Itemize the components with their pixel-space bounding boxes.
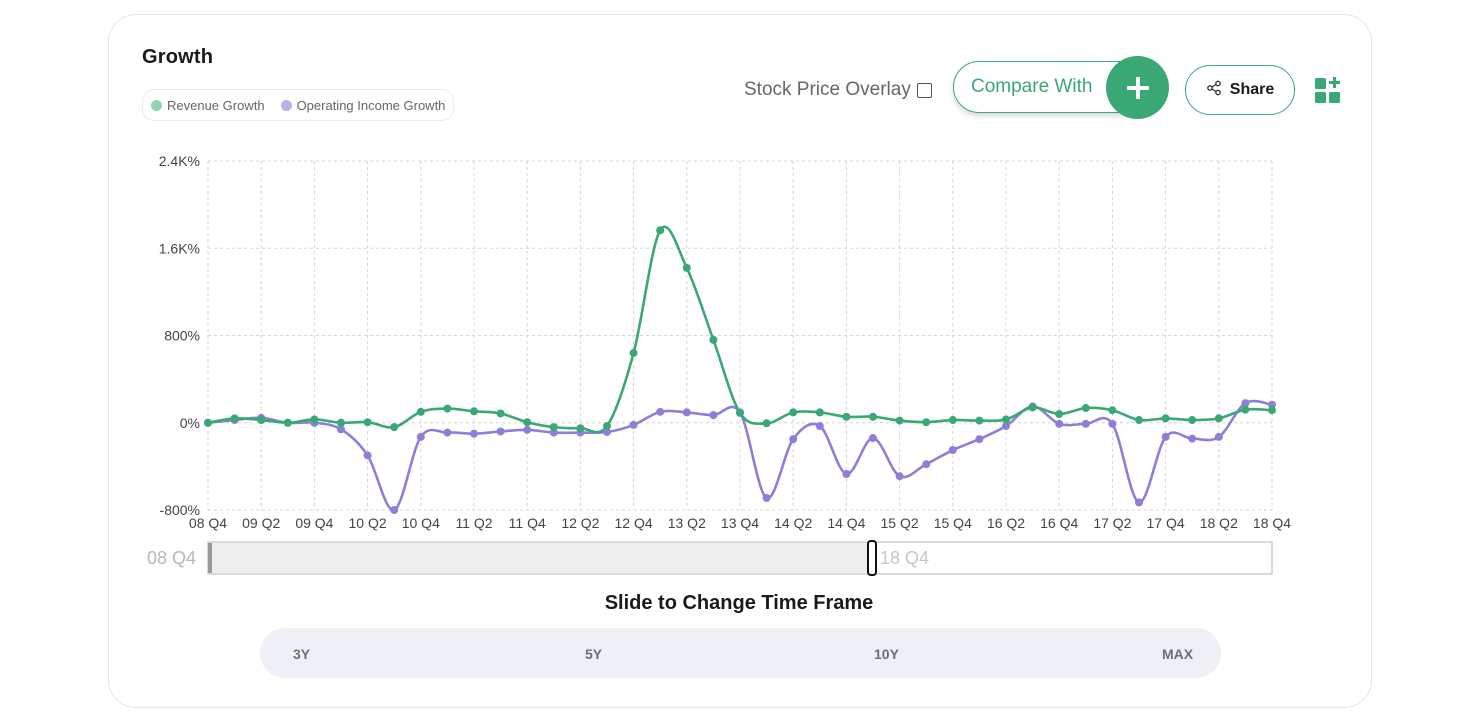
plus-icon[interactable]: [1106, 56, 1169, 119]
stock-price-overlay-checkbox[interactable]: [916, 82, 932, 98]
share-label: Share: [1229, 81, 1275, 98]
stock-price-overlay-toggle[interactable]: Stock Price Overlay: [744, 79, 932, 101]
slider-caption: Slide to Change Time Frame: [604, 592, 874, 614]
slider-left-handle: [208, 543, 212, 573]
slider-selected-range: [210, 543, 872, 573]
range-selector: [260, 628, 1221, 678]
range-button-5y[interactable]: 5Y: [585, 646, 603, 662]
slider-end-label: 18 Q4: [880, 548, 929, 568]
slider-right-handle: [867, 540, 877, 576]
compare-with-label: Compare With: [971, 76, 1093, 97]
legend-label-revenue: Revenue Growth: [167, 97, 265, 113]
range-button-3y[interactable]: 3Y: [293, 646, 311, 662]
range-button-max[interactable]: MAX: [1162, 646, 1194, 662]
legend-dot-revenue: [151, 99, 162, 111]
chart-legend: Revenue Growth Operating Income Growth: [142, 89, 455, 121]
legend-dot-operating: [280, 99, 292, 111]
slider-start-label: 08 Q4: [147, 548, 196, 568]
stock-price-overlay-label: Stock Price Overlay: [744, 79, 911, 100]
legend-label-operating: Operating Income Growth: [296, 97, 446, 113]
page-title: Growth: [142, 46, 214, 68]
share-icon: [1206, 80, 1222, 101]
legend-item-operating-income-growth[interactable]: Operating Income Growth: [280, 97, 446, 113]
legend-item-revenue-growth[interactable]: Revenue Growth: [151, 98, 265, 113]
range-button-10y[interactable]: 10Y: [874, 646, 899, 662]
add-widget-icon[interactable]: [1314, 76, 1342, 104]
share-button[interactable]: Share: [1185, 65, 1295, 115]
